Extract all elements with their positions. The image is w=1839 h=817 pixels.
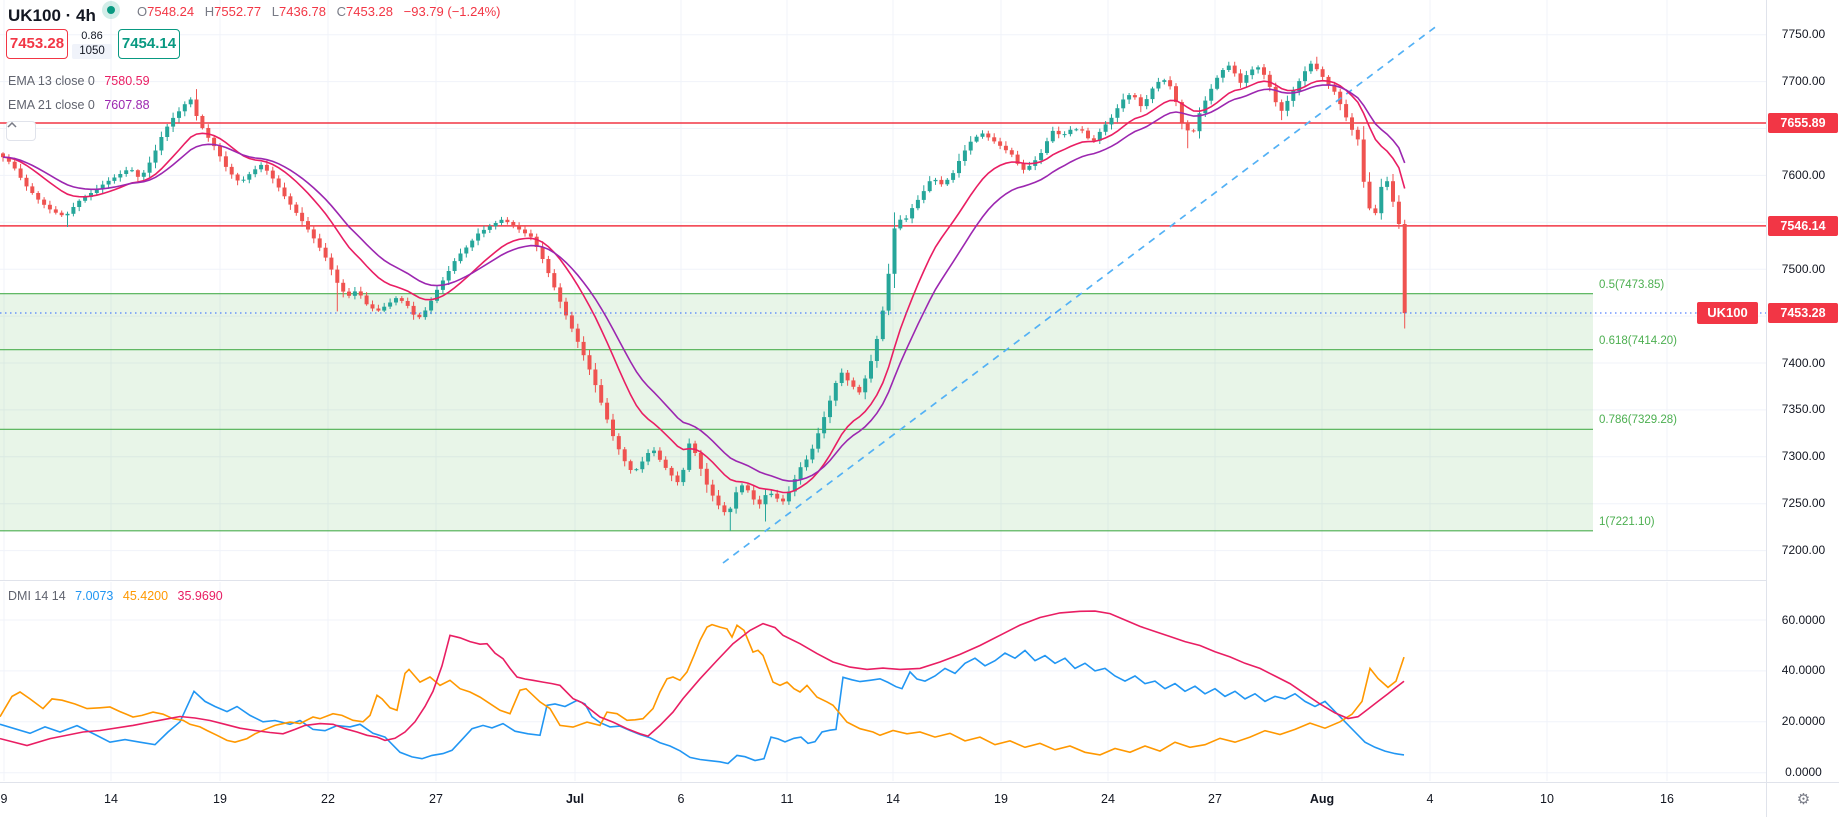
open-label: O xyxy=(137,4,148,19)
time-axis-label: 9 xyxy=(0,792,8,806)
buy-button[interactable]: 7454.14 xyxy=(118,29,180,59)
price-axis-label: 7400.00 xyxy=(1781,355,1826,370)
dmi-axis-label: 20.0000 xyxy=(1781,714,1826,729)
axis-corner: ⚙ xyxy=(1766,782,1839,817)
last-price-tag: 7453.28 xyxy=(1768,303,1838,324)
ohlc-legend: O7548.24 H7552.77 L7436.78 C7453.28 −93.… xyxy=(130,4,501,19)
price-axis-label: 7250.00 xyxy=(1781,496,1826,511)
price-axis[interactable]: 7750.00 7700.00 7600.00 7500.00 7400.00 7350.… xyxy=(1766,0,1839,782)
plus-di-line xyxy=(0,649,1405,765)
adx-line xyxy=(0,610,1405,747)
low-value: 7436.78 xyxy=(279,4,326,19)
time-axis-label: 22 xyxy=(321,792,335,806)
time-axis-label: 19 xyxy=(994,792,1008,806)
high-value: 7552.77 xyxy=(214,4,262,19)
down-wicks xyxy=(2,56,1406,516)
price-axis-label: 7500.00 xyxy=(1781,261,1826,276)
time-axis-label: 19 xyxy=(213,792,227,806)
ema21-label: EMA 21 close 0 xyxy=(8,98,95,112)
symbol-title[interactable]: UK100 · 4h xyxy=(8,6,96,25)
price-chart-pane[interactable] xyxy=(0,0,1766,580)
price-axis-label: 7700.00 xyxy=(1781,74,1826,89)
time-axis-label: Jul xyxy=(565,792,585,806)
ema13-label: EMA 13 close 0 xyxy=(8,74,95,88)
time-axis[interactable]: 9 14 19 22 27 Jul 6 11 14 19 24 27 Aug 4 10 16 xyxy=(0,782,1766,817)
ema13-legend[interactable]: EMA 13 close 0 7580.59 xyxy=(8,74,150,88)
price-gridlines xyxy=(0,0,1766,580)
dmi-indicator-pane[interactable] xyxy=(0,582,1766,781)
dmi-axis-label: 0.0000 xyxy=(1785,765,1822,780)
time-axis-label: 10 xyxy=(1540,792,1554,806)
time-axis-label: Aug xyxy=(1309,792,1335,806)
ema13-value: 7580.59 xyxy=(104,74,150,88)
price-axis-label: 7600.00 xyxy=(1781,167,1826,182)
legend-collapse-button[interactable] xyxy=(6,121,36,141)
time-axis-label: 6 xyxy=(677,792,685,806)
symbol-legend: UK100 · 4h xyxy=(8,6,96,26)
close-label: C xyxy=(336,4,347,19)
fib-retracement xyxy=(0,293,1593,532)
price-axis-label: 7200.00 xyxy=(1781,543,1826,558)
pane-separator[interactable] xyxy=(0,580,1766,581)
time-axis-label: 4 xyxy=(1426,792,1434,806)
fib-level-label: 0.618(7414.20) xyxy=(1599,334,1678,347)
price-axis-label: 7350.00 xyxy=(1781,402,1826,417)
time-axis-label: 14 xyxy=(886,792,900,806)
ema21-value: 7607.88 xyxy=(104,98,150,112)
spread-value: 0.86 xyxy=(81,30,103,42)
dmi-plus-di-value: 7.0073 xyxy=(75,589,114,603)
time-axis-label: 14 xyxy=(104,792,118,806)
time-axis-label: 27 xyxy=(429,792,443,806)
fib-level-label: 1(7221.10) xyxy=(1599,515,1655,528)
change-value: −93.79 (−1.24%) xyxy=(403,4,501,19)
fib-level-label: 0.5(7473.85) xyxy=(1599,278,1665,291)
dmi-legend[interactable]: DMI 14 14 7.0073 45.4200 35.9690 xyxy=(8,589,229,603)
price-axis-label: 7750.00 xyxy=(1781,27,1826,42)
candles-group xyxy=(1,56,1407,531)
up-wicks xyxy=(67,60,1388,531)
price-axis-label: 7300.00 xyxy=(1781,449,1826,464)
dmi-gridlines xyxy=(0,582,1766,781)
time-axis-label: 11 xyxy=(780,792,794,806)
ema13-line xyxy=(2,79,1406,494)
price-alert-tag: 7655.89 xyxy=(1768,112,1838,133)
open-value: 7548.24 xyxy=(147,4,195,19)
time-axis-label: 16 xyxy=(1660,792,1674,806)
dmi-adx-value: 35.9690 xyxy=(177,589,223,603)
low-label: L xyxy=(271,4,279,19)
market-status-dot-icon xyxy=(102,1,120,19)
dmi-axis-label: 60.0000 xyxy=(1781,612,1826,627)
quantity-field[interactable]: 1050 xyxy=(72,44,112,59)
fib-level-label: 0.786(7329.28) xyxy=(1599,414,1678,427)
minus-di-line xyxy=(0,623,1405,756)
settings-gear-icon[interactable]: ⚙ xyxy=(1796,791,1811,808)
time-axis-label: 27 xyxy=(1208,792,1222,806)
dmi-label: DMI 14 14 xyxy=(8,589,66,603)
sell-button[interactable]: 7453.28 xyxy=(6,29,68,59)
dashed-trendline xyxy=(722,24,1439,564)
dmi-axis-label: 40.0000 xyxy=(1781,663,1826,678)
ema21-line xyxy=(2,84,1406,482)
last-price-symbol-tag: UK100 xyxy=(1697,302,1758,325)
ema21-legend[interactable]: EMA 21 close 0 7607.88 xyxy=(8,98,150,112)
high-label: H xyxy=(204,4,215,19)
close-value: 7453.28 xyxy=(346,4,394,19)
dmi-minus-di-value: 45.4200 xyxy=(122,589,169,603)
time-axis-label: 24 xyxy=(1101,792,1115,806)
price-alert-tag: 7546.14 xyxy=(1768,215,1838,236)
